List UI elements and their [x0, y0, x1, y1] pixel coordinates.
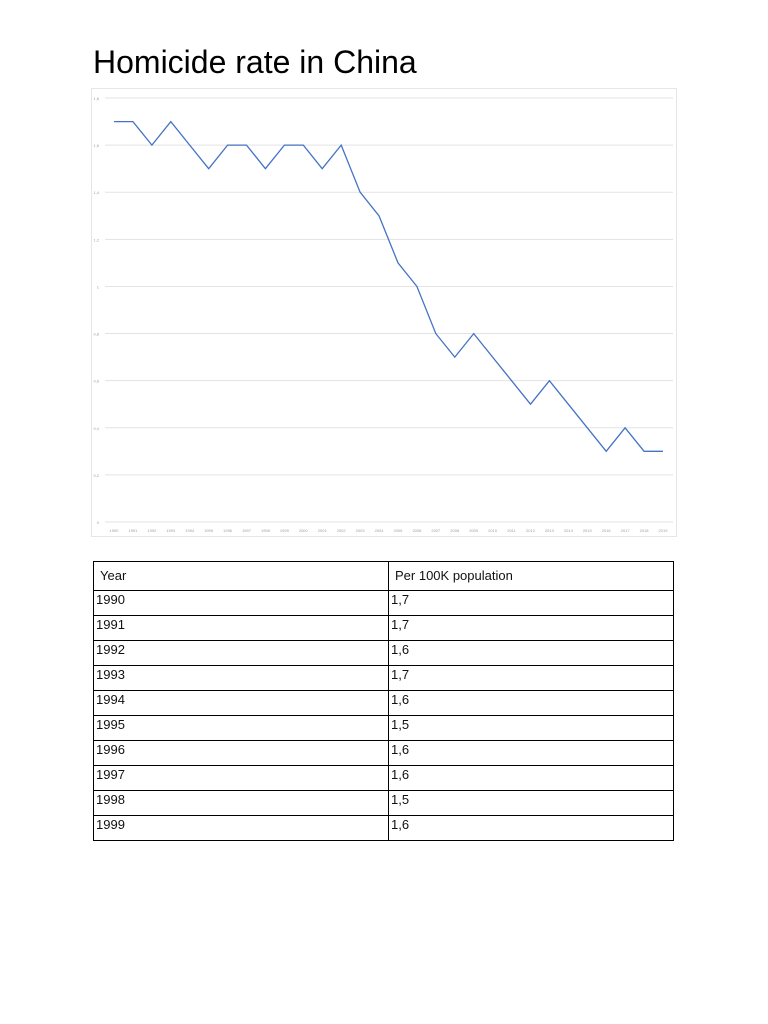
y-tick-label: 1 [97, 284, 100, 289]
year-cell: 1995 [93, 715, 389, 741]
y-tick-label: 0,4 [93, 426, 99, 431]
year-cell: 1991 [93, 615, 389, 641]
x-tick-label: 2016 [602, 528, 612, 533]
table-header-cell: Year [93, 561, 389, 591]
year-cell: 1998 [93, 790, 389, 816]
x-tick-label: 2003 [356, 528, 366, 533]
year-cell: 1992 [93, 640, 389, 666]
x-tick-label: 2009 [469, 528, 479, 533]
rate-cell: 1,5 [388, 790, 674, 816]
x-tick-label: 2006 [412, 528, 422, 533]
x-tick-label: 2008 [450, 528, 460, 533]
series-line [114, 120, 663, 453]
rate-cell: 1,6 [388, 815, 674, 841]
rate-cell: 1,7 [388, 615, 674, 641]
chart-canvas: 0 0,2 0,4 0,6 0,8 1 1,2 1,4 1,6 1,8 1990 1991 1992 19… [93, 96, 673, 533]
table-row: 1998 1,5 [93, 790, 674, 816]
year-cell: 1993 [93, 665, 389, 691]
year-cell: 1997 [93, 765, 389, 791]
line-chart: 0 0,2 0,4 0,6 0,8 1 1,2 1,4 1,6 1,8 1990 1991 1992 19… [91, 88, 677, 537]
x-tick-label: 1991 [128, 528, 138, 533]
table-row: 1997 1,6 [93, 765, 674, 791]
table-row: 1996 1,6 [93, 740, 674, 766]
page-title: Homicide rate in China [93, 44, 417, 80]
table-row: 1991 1,7 [93, 615, 674, 641]
year-cell: 1996 [93, 740, 389, 766]
table-row: 1992 1,6 [93, 640, 674, 666]
y-tick-label: 1,2 [93, 237, 99, 242]
year-cell: 1990 [93, 590, 389, 616]
y-tick-label: 0,8 [93, 332, 99, 337]
table-row: 1994 1,6 [93, 690, 674, 716]
rate-cell: 1,5 [388, 715, 674, 741]
x-tick-label: 2001 [318, 528, 328, 533]
table-header-row: Year Per 100K population [93, 561, 674, 591]
x-tick-label: 2015 [583, 528, 593, 533]
y-tick-label: 0 [97, 520, 100, 525]
y-tick-label: 1,4 [93, 190, 99, 195]
x-tick-label: 1996 [223, 528, 233, 533]
rate-cell: 1,6 [388, 640, 674, 666]
y-tick-label: 0,6 [93, 379, 99, 384]
x-tick-label: 1992 [147, 528, 157, 533]
year-cell: 1999 [93, 815, 389, 841]
data-table: Year Per 100K population 1990 1,7 1991 1,7 199… [93, 561, 674, 841]
rate-cell: 1,6 [388, 690, 674, 716]
x-tick-label: 1997 [242, 528, 252, 533]
table-row: 1999 1,6 [93, 815, 674, 841]
table-row: 1995 1,5 [93, 715, 674, 741]
y-tick-label: 0,2 [93, 473, 99, 478]
x-tick-label: 2012 [526, 528, 536, 533]
rate-cell: 1,6 [388, 765, 674, 791]
rate-cell: 1,7 [388, 665, 674, 691]
table-header-cell: Per 100K population [388, 561, 674, 591]
x-tick-label: 2007 [431, 528, 441, 533]
x-tick-label: 2013 [545, 528, 555, 533]
table-row: 1993 1,7 [93, 665, 674, 691]
x-tick-label: 2014 [564, 528, 574, 533]
x-tick-label: 2005 [394, 528, 404, 533]
x-tick-label: 2010 [488, 528, 498, 533]
x-tick-label: 2011 [507, 528, 516, 533]
x-tick-label: 2017 [621, 528, 631, 533]
x-tick-label: 2019 [659, 528, 669, 533]
x-tick-label: 2000 [299, 528, 309, 533]
x-tick-label: 2018 [640, 528, 650, 533]
x-tick-label: 1993 [166, 528, 176, 533]
x-tick-label: 2004 [375, 528, 385, 533]
y-tick-label: 1,6 [93, 143, 99, 148]
x-tick-label: 1999 [280, 528, 290, 533]
x-tick-label: 1995 [204, 528, 214, 533]
x-tick-label: 1990 [110, 528, 120, 533]
table-row: 1990 1,7 [93, 590, 674, 616]
x-tick-label: 1994 [185, 528, 195, 533]
x-tick-label: 2002 [337, 528, 347, 533]
y-tick-label: 1,8 [93, 96, 99, 101]
rate-cell: 1,6 [388, 740, 674, 766]
rate-cell: 1,7 [388, 590, 674, 616]
year-cell: 1994 [93, 690, 389, 716]
x-tick-label: 1998 [261, 528, 271, 533]
